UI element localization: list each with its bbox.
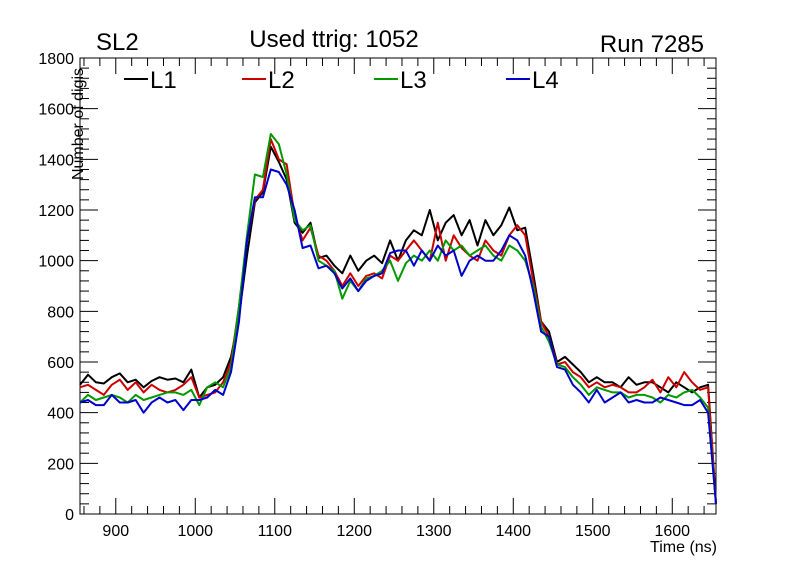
x-tick-label: 1000	[177, 523, 213, 540]
chart-title: Used ttrig: 1052	[249, 26, 418, 53]
y-tick-label: 1800	[38, 51, 74, 68]
legend-label-l2: L2	[268, 67, 295, 94]
legend: L1 L2 L3 L4	[124, 67, 559, 94]
y-axis-label: Number of digis	[70, 68, 87, 180]
y-tick-label: 1400	[38, 152, 74, 169]
x-tick-label: 1100	[258, 523, 293, 540]
y-tick-label: 1600	[38, 102, 74, 119]
series-line-l4	[79, 168, 717, 504]
axis-ticks: 900 1000 1100 1200 1300 1400 1500 1600 0 200 400 60…	[38, 51, 716, 540]
legend-label-l1: L1	[150, 67, 177, 94]
x-tick-label: 1200	[336, 523, 372, 540]
x-tick-label: 1600	[654, 523, 690, 540]
y-tick-label: 200	[47, 456, 74, 473]
y-tick-label: 1000	[38, 254, 74, 271]
series-lines	[79, 133, 717, 504]
x-tick-label: 1500	[575, 523, 611, 540]
superlayer-label: SL2	[96, 29, 139, 56]
x-axis-label: Time (ns)	[650, 539, 717, 556]
y-tick-label: 0	[65, 507, 74, 524]
plot-frame	[79, 57, 717, 515]
y-tick-label: 1200	[38, 203, 74, 220]
series-line-l3	[79, 133, 717, 504]
legend-label-l3: L3	[400, 67, 427, 94]
run-label: Run 7285	[600, 31, 704, 58]
y-tick-label: 400	[47, 406, 74, 423]
series-line-l1	[79, 145, 717, 504]
x-tick-label: 1400	[495, 523, 531, 540]
x-tick-label: 1300	[416, 523, 452, 540]
series-line-l2	[79, 138, 717, 504]
x-tick-label: 900	[102, 523, 129, 540]
y-tick-label: 800	[47, 304, 74, 321]
legend-label-l4: L4	[532, 67, 559, 94]
y-tick-label: 600	[47, 355, 74, 372]
